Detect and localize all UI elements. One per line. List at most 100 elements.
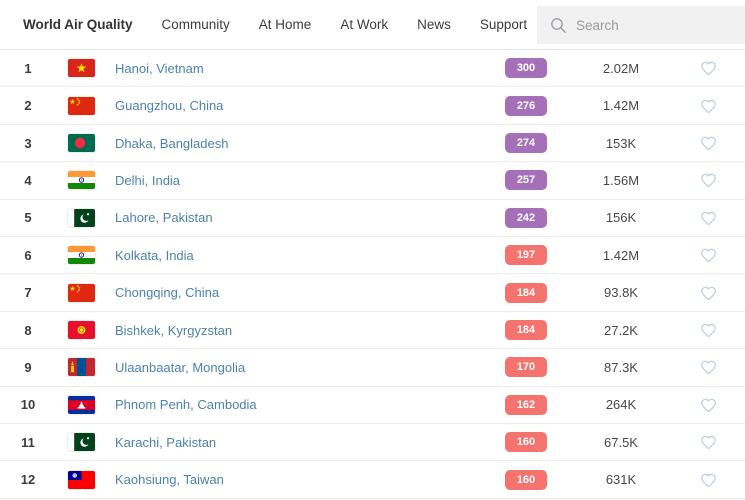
followers-count: 1.56M xyxy=(602,172,640,188)
flag-cell xyxy=(56,59,115,78)
followers-count: 27.2K xyxy=(604,322,638,338)
heart-icon xyxy=(700,361,717,378)
rank-number: 6 xyxy=(24,247,32,263)
top-nav: World Air Quality Community At Home At Work… xyxy=(0,0,745,50)
followers-count: 67.5K xyxy=(604,434,638,450)
rank-number: 12 xyxy=(20,472,36,488)
followers-count: 153K xyxy=(605,135,637,151)
city-link[interactable]: Ulaanbaatar, Mongolia xyxy=(115,359,246,375)
table-row: 6 Kolkata, India 197 1.42M xyxy=(0,237,745,275)
flag-cell xyxy=(56,246,115,265)
table-row: 1 Hanoi, Vietnam 300 2.02M xyxy=(0,50,745,88)
nav-item-news[interactable]: News xyxy=(417,17,451,32)
flag-cell xyxy=(56,96,115,115)
nav-item-support[interactable]: Support xyxy=(479,17,528,32)
country-flag-in-icon xyxy=(68,246,95,265)
followers-count: 87.3K xyxy=(604,359,638,375)
aqi-badge: 184 xyxy=(505,320,547,341)
nav-menu: World Air Quality Community At Home At Work… xyxy=(23,17,556,32)
followers-count: 1.42M xyxy=(602,247,640,263)
city-link[interactable]: Phnom Penh, Cambodia xyxy=(115,397,257,413)
nav-item-community[interactable]: Community xyxy=(161,17,230,32)
flag-cell xyxy=(56,358,115,377)
flag-cell xyxy=(56,395,115,414)
nav-item-world-air-quality[interactable]: World Air Quality xyxy=(23,17,133,32)
heart-icon xyxy=(700,248,717,266)
follow-heart-button[interactable] xyxy=(698,208,719,228)
followers-count: 1.42M xyxy=(602,98,640,114)
aqi-badge: 160 xyxy=(505,432,547,453)
heart-icon xyxy=(700,211,717,229)
flag-cell xyxy=(56,433,115,452)
city-link[interactable]: Delhi, India xyxy=(115,172,181,188)
table-row: 8 Bishkek, Kyrgyzstan 184 27.2K xyxy=(0,312,745,350)
city-link[interactable]: Kaohsiung, Taiwan xyxy=(115,472,224,488)
follow-heart-button[interactable] xyxy=(698,58,719,78)
heart-icon xyxy=(700,136,717,154)
country-flag-cn-icon xyxy=(68,96,95,115)
heart-icon xyxy=(700,435,717,453)
nav-item-at-work[interactable]: At Work xyxy=(340,17,389,32)
followers-count: 264K xyxy=(605,397,637,413)
flag-cell xyxy=(56,171,115,190)
aqi-badge: 170 xyxy=(505,357,547,378)
city-link[interactable]: Kolkata, India xyxy=(115,247,194,263)
follow-heart-button[interactable] xyxy=(698,357,719,377)
country-flag-pk-icon xyxy=(68,208,95,227)
follow-heart-button[interactable] xyxy=(698,432,719,452)
aqi-badge: 184 xyxy=(505,282,547,303)
city-link[interactable]: Dhaka, Bangladesh xyxy=(115,135,229,151)
city-link[interactable]: Lahore, Pakistan xyxy=(115,210,213,226)
follow-heart-button[interactable] xyxy=(698,245,719,265)
followers-count: 156K xyxy=(605,210,637,226)
country-flag-cn-icon xyxy=(68,283,95,302)
nav-item-at-home[interactable]: At Home xyxy=(258,17,312,32)
table-row: 4 Delhi, India 257 1.56M xyxy=(0,162,745,200)
follow-heart-button[interactable] xyxy=(698,470,719,490)
aqi-badge: 276 xyxy=(505,95,547,116)
table-row: 7 Chongqing, China 184 93.8K xyxy=(0,274,745,312)
search-icon xyxy=(551,17,566,33)
search-box[interactable] xyxy=(537,6,745,44)
city-ranking-table: 1 Hanoi, Vietnam 300 2.02M 2 Guangzhou, China… xyxy=(0,50,745,499)
city-link[interactable]: Chongqing, China xyxy=(115,285,220,301)
flag-cell xyxy=(56,283,115,302)
city-link[interactable]: Guangzhou, China xyxy=(115,98,224,114)
heart-icon xyxy=(700,398,717,416)
table-row: 11 Karachi, Pakistan 160 67.5K xyxy=(0,424,745,462)
flag-cell xyxy=(56,134,115,153)
follow-heart-button[interactable] xyxy=(698,395,719,415)
country-flag-vn-icon xyxy=(68,59,95,78)
country-flag-pk-icon xyxy=(68,433,95,452)
follow-heart-button[interactable] xyxy=(698,133,719,153)
flag-cell xyxy=(56,470,115,489)
city-link[interactable]: Bishkek, Kyrgyzstan xyxy=(115,322,233,338)
follow-heart-button[interactable] xyxy=(698,283,719,303)
city-link[interactable]: Hanoi, Vietnam xyxy=(115,60,204,76)
rank-number: 2 xyxy=(24,98,32,114)
follow-heart-button[interactable] xyxy=(698,170,719,190)
rank-number: 1 xyxy=(24,60,32,76)
aqi-badge: 197 xyxy=(505,245,547,266)
followers-count: 93.8K xyxy=(604,285,638,301)
flag-cell xyxy=(56,208,115,227)
heart-icon xyxy=(700,473,717,491)
follow-heart-button[interactable] xyxy=(698,96,719,116)
table-row: 3 Dhaka, Bangladesh 274 153K xyxy=(0,125,745,163)
country-flag-bd-icon xyxy=(68,134,95,153)
follow-heart-button[interactable] xyxy=(698,320,719,340)
country-flag-kh-icon xyxy=(68,395,95,414)
rank-number: 9 xyxy=(24,359,32,375)
rank-number: 5 xyxy=(24,210,32,226)
rank-number: 8 xyxy=(24,322,32,338)
rank-number: 11 xyxy=(21,434,35,450)
heart-icon xyxy=(700,99,717,117)
table-row: 2 Guangzhou, China 276 1.42M xyxy=(0,87,745,125)
search-input[interactable] xyxy=(576,17,736,33)
city-link[interactable]: Karachi, Pakistan xyxy=(115,434,217,450)
aqi-badge: 257 xyxy=(505,170,547,191)
country-flag-in-icon xyxy=(68,171,95,190)
table-row: 10 Phnom Penh, Cambodia 162 264K xyxy=(0,387,745,425)
heart-icon xyxy=(700,323,717,341)
table-row: 12 Kaohsiung, Taiwan 160 631K xyxy=(0,461,745,499)
